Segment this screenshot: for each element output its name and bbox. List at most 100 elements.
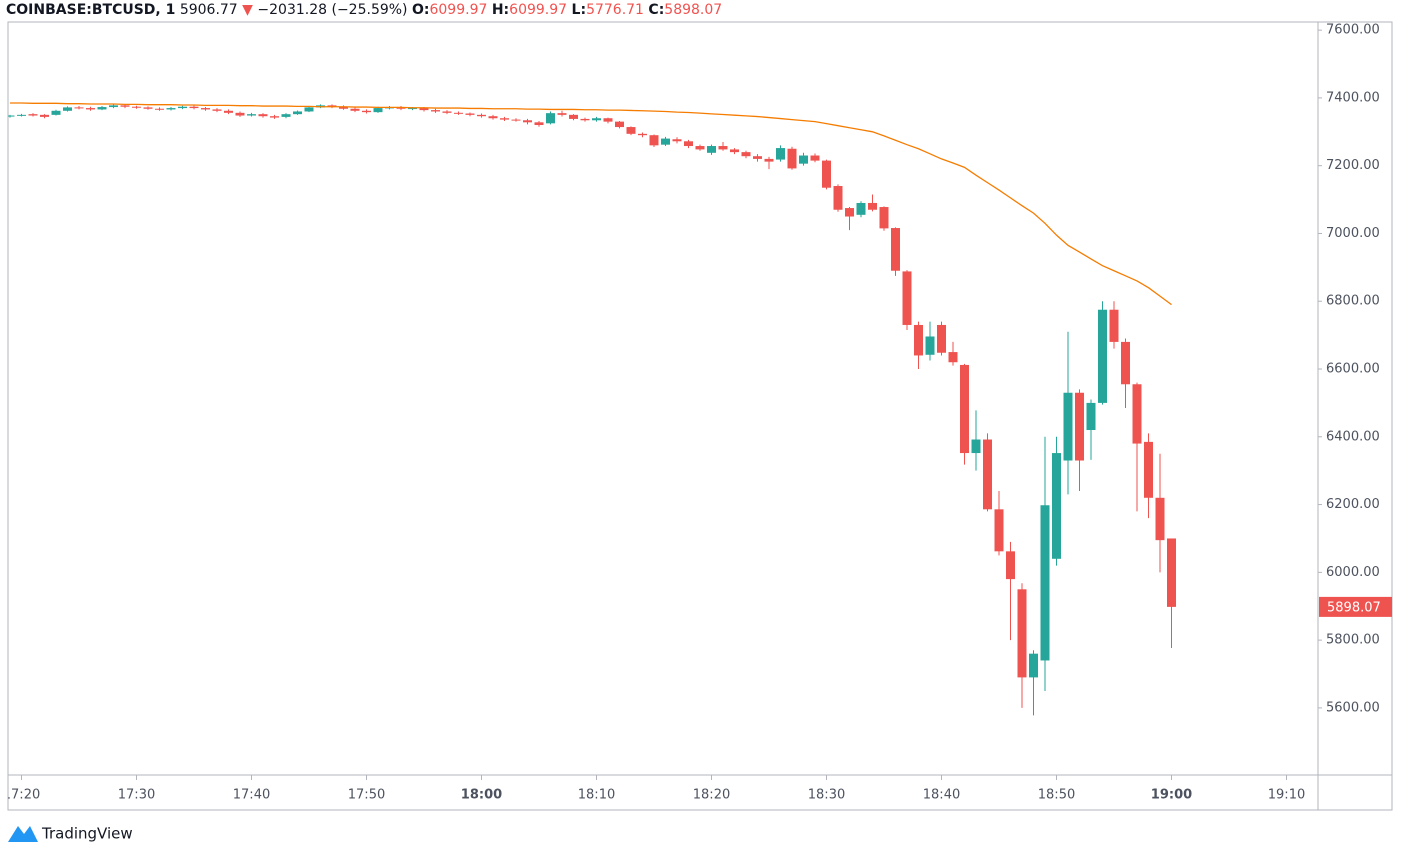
x-tick-label: 18:20 bbox=[693, 788, 730, 803]
candle-body bbox=[1063, 392, 1073, 461]
candle-body bbox=[431, 110, 440, 112]
candle-body bbox=[983, 439, 992, 510]
candle-body bbox=[822, 160, 831, 188]
candle-body bbox=[500, 118, 509, 120]
candle-body bbox=[120, 105, 130, 107]
candle-body bbox=[718, 146, 728, 150]
candle-body bbox=[1075, 392, 1084, 461]
candle-body bbox=[1132, 384, 1142, 444]
candle-body bbox=[523, 120, 532, 123]
ohlc-label: H: bbox=[492, 2, 509, 18]
candle-body bbox=[902, 271, 912, 325]
candle-body bbox=[914, 324, 923, 356]
candle-body bbox=[638, 133, 647, 136]
x-tick-label: 18:40 bbox=[923, 788, 960, 803]
candle-body bbox=[132, 106, 141, 108]
candle-body bbox=[270, 116, 279, 118]
candle-body bbox=[615, 121, 624, 128]
y-tick-label: 5800.00 bbox=[1326, 633, 1380, 648]
logo-text: TradingView bbox=[41, 825, 133, 843]
brand-logo[interactable]: TradingView bbox=[8, 825, 133, 843]
y-tick-label: 6200.00 bbox=[1326, 497, 1380, 512]
candle-body bbox=[753, 156, 762, 159]
x-tick-label: 19:00 bbox=[1151, 788, 1192, 803]
candle-body bbox=[776, 148, 785, 160]
candle-body bbox=[741, 152, 751, 157]
candle-body bbox=[868, 202, 877, 210]
candle-body bbox=[684, 141, 693, 147]
ohlc-label: C: bbox=[648, 2, 664, 18]
candle-body bbox=[442, 111, 452, 113]
candle-body bbox=[189, 106, 199, 109]
candle-body bbox=[1109, 309, 1119, 342]
candle-body bbox=[396, 107, 406, 109]
candle-body bbox=[649, 135, 659, 146]
candle-body bbox=[362, 110, 371, 113]
candle-body bbox=[960, 364, 969, 454]
y-tick-label: 7200.00 bbox=[1326, 158, 1380, 173]
candle-body bbox=[212, 109, 222, 111]
candle-body bbox=[74, 107, 84, 109]
price: 5906.77 bbox=[180, 2, 238, 18]
candle-body bbox=[799, 155, 808, 164]
y-tick-label: 7600.00 bbox=[1326, 23, 1380, 38]
last-price-label: 5898.07 bbox=[1327, 600, 1381, 615]
candle-body bbox=[454, 112, 463, 114]
candle-body bbox=[408, 108, 417, 110]
candle-body bbox=[879, 207, 889, 229]
candle-body bbox=[97, 107, 107, 110]
candle-body bbox=[327, 105, 337, 107]
candle-body bbox=[1098, 309, 1107, 403]
chart-frame bbox=[7, 21, 1393, 811]
x-tick-label: 18:00 bbox=[461, 788, 502, 803]
candle-body bbox=[155, 108, 164, 110]
candle-body bbox=[109, 105, 118, 108]
candle-body bbox=[258, 114, 268, 117]
candle-body bbox=[580, 118, 590, 121]
candle-body bbox=[465, 113, 475, 115]
low-value: 5776.71 bbox=[586, 2, 644, 18]
candle-body bbox=[63, 107, 72, 111]
candle-body bbox=[787, 148, 797, 169]
candle-body bbox=[511, 119, 521, 121]
candle-body bbox=[557, 113, 567, 115]
y-tick-label: 7400.00 bbox=[1326, 90, 1380, 105]
candle-body bbox=[1086, 402, 1096, 431]
candle-body bbox=[948, 352, 958, 363]
candle-body bbox=[373, 108, 383, 113]
candle-body bbox=[224, 110, 233, 113]
close-value: 5898.07 bbox=[664, 2, 722, 18]
candle-body bbox=[707, 146, 716, 153]
candle-body bbox=[1040, 505, 1050, 661]
candle-body bbox=[925, 336, 935, 355]
candle-body bbox=[51, 110, 61, 115]
candle-body bbox=[845, 208, 854, 217]
candle-body bbox=[8, 115, 15, 117]
candle-body bbox=[143, 107, 153, 109]
y-tick-label: 6400.00 bbox=[1326, 429, 1380, 444]
symbol: COINBASE:BTCUSD, 1 bbox=[6, 2, 175, 18]
candle-body bbox=[810, 155, 820, 161]
candle-body bbox=[339, 106, 348, 109]
candle-body bbox=[293, 111, 302, 115]
x-tick-label: 18:50 bbox=[1038, 788, 1075, 803]
candle-body bbox=[304, 107, 314, 112]
moving-average bbox=[10, 102, 1172, 306]
x-tick-label: 17:20 bbox=[3, 788, 40, 803]
candle-body bbox=[994, 509, 1004, 552]
candle-body bbox=[730, 149, 739, 153]
candle-body bbox=[1167, 538, 1176, 607]
candle-body bbox=[86, 108, 95, 110]
candle-body bbox=[661, 138, 670, 145]
candle-body bbox=[891, 228, 900, 271]
y-tick-label: 6800.00 bbox=[1326, 294, 1380, 309]
x-tick-label: 17:40 bbox=[233, 788, 270, 803]
candle-body bbox=[477, 114, 486, 117]
candle-body bbox=[235, 112, 245, 116]
candle-body bbox=[1144, 441, 1153, 498]
x-tick-label: 17:30 bbox=[118, 788, 155, 803]
change-arrow: ▼ bbox=[242, 2, 253, 18]
last-price-tag bbox=[1319, 596, 1392, 617]
candle-body bbox=[1006, 551, 1015, 580]
